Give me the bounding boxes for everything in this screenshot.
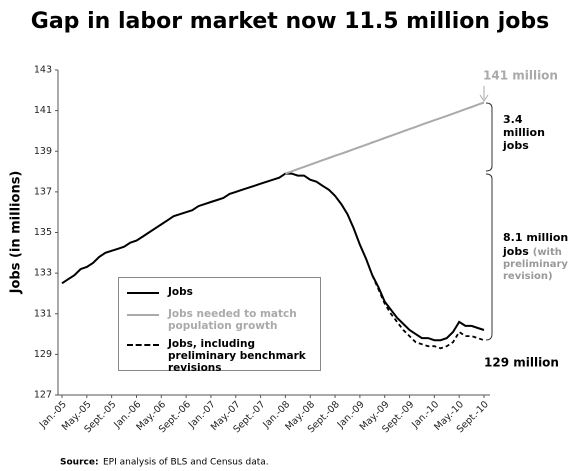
annotation-line: 8.1 million [503, 231, 568, 244]
legend-label: Jobs needed to match population growth [168, 308, 297, 332]
y-tick-label: 127 [34, 390, 52, 401]
y-tick-label: 135 [34, 227, 52, 238]
annotation-line: jobs [502, 139, 529, 152]
legend-label: Jobs, including preliminary benchmark re… [168, 338, 306, 374]
annotation-note: revision) [503, 271, 553, 282]
source: EPI analysis of BLS and Census data. [103, 458, 269, 468]
annotation: 8.1 million jobs (with preliminary revision) [502, 231, 568, 282]
annotation: 141 million [483, 69, 558, 83]
legend-swatch [127, 344, 159, 346]
chart-title: Gap in labor market now 11.5 million job… [31, 9, 549, 34]
bracket [485, 102, 493, 172]
y-tick-label: 129 [34, 349, 52, 360]
annotation-line: jobs [502, 245, 529, 258]
bracket [485, 173, 493, 341]
annotation: 129 million [484, 356, 559, 370]
y-axis-label: Jobs (in millions) [9, 171, 24, 295]
y-tick-label: 141 [34, 105, 52, 116]
line [371, 274, 485, 350]
source-label: Source: [60, 458, 99, 468]
line [285, 101, 485, 175]
legend-label: Jobs [168, 286, 193, 298]
annotation-line: million [503, 126, 545, 139]
y-tick-label: 133 [34, 268, 52, 279]
line [61, 172, 485, 342]
legend-swatch [127, 314, 159, 316]
annotation-note: (with [533, 247, 562, 258]
arrow-head [479, 94, 489, 102]
annotation-line: 3.4 [503, 113, 523, 126]
y-tick-label: 143 [34, 65, 52, 76]
y-tick-label: 139 [34, 146, 52, 157]
legend-swatch [127, 292, 159, 294]
y-tick-label: 131 [34, 308, 52, 319]
annotation-note: preliminary [503, 259, 568, 270]
annotation: 3.4 million jobs [502, 113, 545, 152]
legend: Jobs Jobs needed to match population grow… [118, 277, 321, 374]
y-tick-label: 137 [34, 186, 52, 197]
